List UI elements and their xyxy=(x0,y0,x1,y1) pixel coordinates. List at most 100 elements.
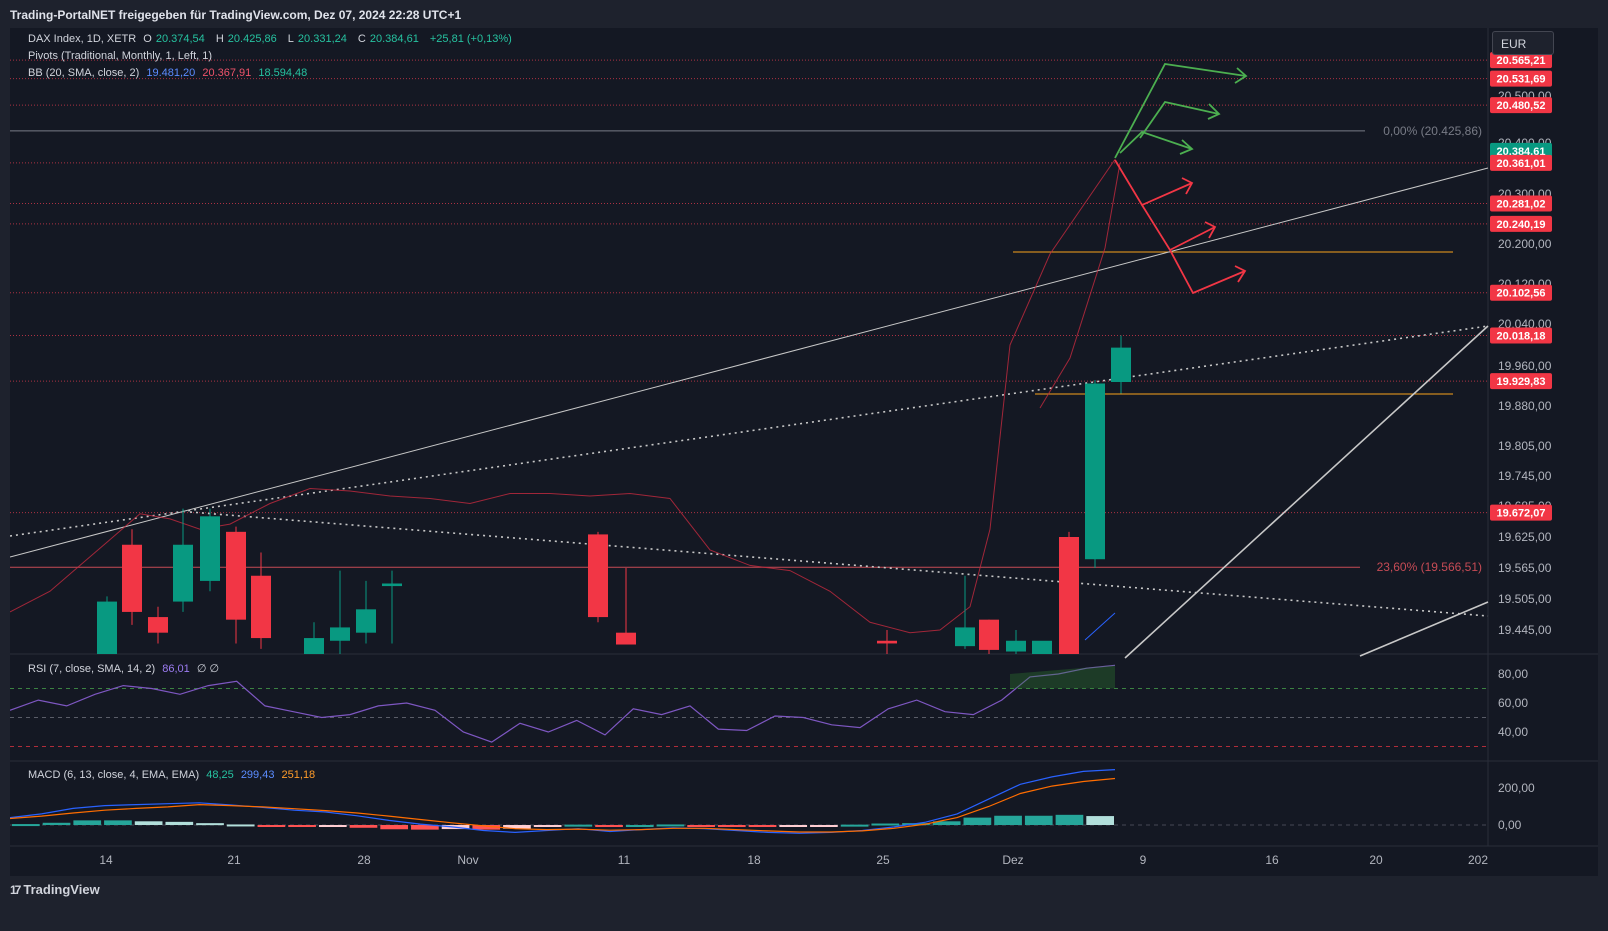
candle-body xyxy=(1032,640,1052,654)
macd-hist-bar xyxy=(12,824,40,827)
trend-drawings-layer xyxy=(10,63,1489,659)
time-axis-label: 14 xyxy=(99,853,113,867)
macd-hist-bar xyxy=(73,820,102,825)
macd-hist-value: 48,25 xyxy=(206,769,234,781)
price-badge xyxy=(1490,52,1552,69)
macd-hist-bar xyxy=(810,825,838,827)
scenario-arrow xyxy=(1139,100,1220,139)
time-axis-label: 18 xyxy=(747,853,761,867)
bb-upper-band xyxy=(1039,162,1121,409)
bb-lower-value: 18.594,48 xyxy=(258,67,308,79)
candle-body xyxy=(304,638,324,654)
candle-body xyxy=(330,627,350,641)
rsi-legend[interactable]: RSI (7, close, SMA, 14, 2) 86,01 ∅ ∅ xyxy=(28,662,223,675)
main-legend[interactable]: DAX Index, 1D, XETR O 20.374,54 H 20.425,8… xyxy=(28,33,516,45)
macd-hist-bar xyxy=(1024,815,1053,825)
time-axis-label: 202 xyxy=(1468,853,1488,867)
macd-axis-label: 0,00 xyxy=(1498,818,1522,832)
scenario-arrow xyxy=(1114,159,1193,207)
trendline xyxy=(10,167,1489,558)
scenario-arrow-head xyxy=(1234,265,1247,283)
fib-0-label: 0,00% (20.425,86) xyxy=(1383,124,1482,138)
price-axis-label: 19.745,00 xyxy=(1498,469,1552,483)
scenario-arrow xyxy=(1169,249,1246,295)
pivots-label[interactable]: Pivots (Traditional, Monthly, 1, Left, 1… xyxy=(28,50,213,62)
price-badge-label: 20.240,19 xyxy=(1497,219,1546,231)
price-axis-label: 20.200,00 xyxy=(1498,237,1552,251)
bb-label[interactable]: BB (20, SMA, close, 2) xyxy=(28,67,140,79)
candle-body xyxy=(200,516,220,581)
candle-body xyxy=(148,617,168,633)
time-axis-label: 20 xyxy=(1369,853,1383,867)
macd-label[interactable]: MACD (6, 13, close, 4, EMA, EMA) xyxy=(28,769,200,781)
price-badge-label: 20.102,56 xyxy=(1497,288,1546,300)
candle-body xyxy=(955,627,975,647)
candle-body xyxy=(382,583,402,587)
price-badge-label: 19.672,07 xyxy=(1497,508,1546,520)
macd-legend[interactable]: MACD (6, 13, close, 4, EMA, EMA) 48,25 2… xyxy=(28,769,319,781)
tradingview-logo-icon: 17 xyxy=(10,882,21,897)
macd-hist-bar xyxy=(687,825,715,827)
macd-hist-bar xyxy=(257,825,286,827)
candle-body xyxy=(122,544,142,612)
macd-hist-bar xyxy=(533,825,562,827)
macd-hist-bar xyxy=(349,825,378,828)
candle-body xyxy=(1006,640,1026,652)
candle-body xyxy=(1111,347,1131,382)
price-badge xyxy=(1490,142,1552,159)
macd-axis-label: 200,00 xyxy=(1498,781,1535,795)
macd-hist-bar xyxy=(595,825,623,827)
candle-body xyxy=(1059,537,1079,654)
time-axis-label: 28 xyxy=(357,853,371,867)
currency-button[interactable]: EUR xyxy=(1492,31,1554,55)
rsi-layer: 80,00 60,00 40,00 xyxy=(10,664,1528,747)
macd-hist-bar xyxy=(196,823,224,826)
time-axis-label: Dez xyxy=(1002,853,1023,867)
scenario-arrow-head xyxy=(1207,103,1221,120)
price-badge-label: 20.565,21 xyxy=(1497,55,1546,67)
chart-area[interactable]: 0,00% (20.425,86) 23,60% (19.566,51) 80,0… xyxy=(10,28,1598,896)
candle-body xyxy=(356,609,376,633)
price-badge-label: 20.281,02 xyxy=(1497,198,1546,210)
share-header-text: Trading-PortalNET freigegeben für Tradin… xyxy=(10,8,462,22)
price-axis-label: 19.805,00 xyxy=(1498,439,1552,453)
trendline-dotted xyxy=(189,511,1489,617)
candle-body xyxy=(616,632,636,645)
rsi-label[interactable]: RSI (7, close, SMA, 14, 2) xyxy=(28,663,156,675)
bb-legend[interactable]: BB (20, SMA, close, 2) 19.481,20 20.367,… xyxy=(28,67,311,79)
time-axis-label: 25 xyxy=(876,853,890,867)
trendline-dotted xyxy=(10,325,1489,537)
macd-hist-bar xyxy=(963,817,992,825)
pivots-legend[interactable]: Pivots (Traditional, Monthly, 1, Left, 1… xyxy=(28,50,216,62)
price-badge-label: 20.018,18 xyxy=(1497,330,1546,342)
share-header: Trading-PortalNET freigegeben für Tradin… xyxy=(0,0,1608,28)
price-labels-layer: 20.565,21 20.531,69 20.480,52 20.384,6120.3… xyxy=(1490,52,1552,521)
ohlc-h: H 20.425,86 xyxy=(215,33,277,45)
macd-signal-value: 251,18 xyxy=(281,769,316,781)
macd-hist-bar xyxy=(779,825,808,827)
candle-body xyxy=(588,534,608,618)
macd-layer: 200,00 0,00 xyxy=(10,769,1535,834)
tradingview-logo-text: TradingView xyxy=(23,882,100,897)
tradingview-logo[interactable]: 17 TradingView xyxy=(10,882,100,897)
macd-hist-bar xyxy=(226,824,255,827)
price-badge xyxy=(1490,97,1552,114)
chart-svg[interactable]: 0,00% (20.425,86) 23,60% (19.566,51) 80,0… xyxy=(10,28,1598,896)
candle-body xyxy=(251,575,271,639)
price-axis-label: 19.445,00 xyxy=(1498,623,1552,637)
price-badge xyxy=(1490,284,1552,301)
candle-body xyxy=(877,640,897,644)
price-axis-label: 19.625,00 xyxy=(1498,530,1552,544)
candle-body xyxy=(979,619,999,650)
candle-body xyxy=(97,601,117,654)
scenario-arrow xyxy=(1114,63,1247,159)
axes-layer: 20.500,0020.400,0020.300,0020.200,0020.1… xyxy=(99,89,1551,867)
candles-layer xyxy=(97,335,1131,654)
macd-hist-bar xyxy=(42,822,71,825)
macd-signal-line xyxy=(10,777,1116,833)
scenario-arrow-head xyxy=(1234,67,1248,84)
macd-hist-bar xyxy=(717,825,746,827)
bb-basis-value: 19.481,20 xyxy=(146,67,196,79)
symbol-label[interactable]: DAX Index, 1D, XETR xyxy=(28,33,137,45)
macd-hist-bar xyxy=(1055,814,1084,825)
